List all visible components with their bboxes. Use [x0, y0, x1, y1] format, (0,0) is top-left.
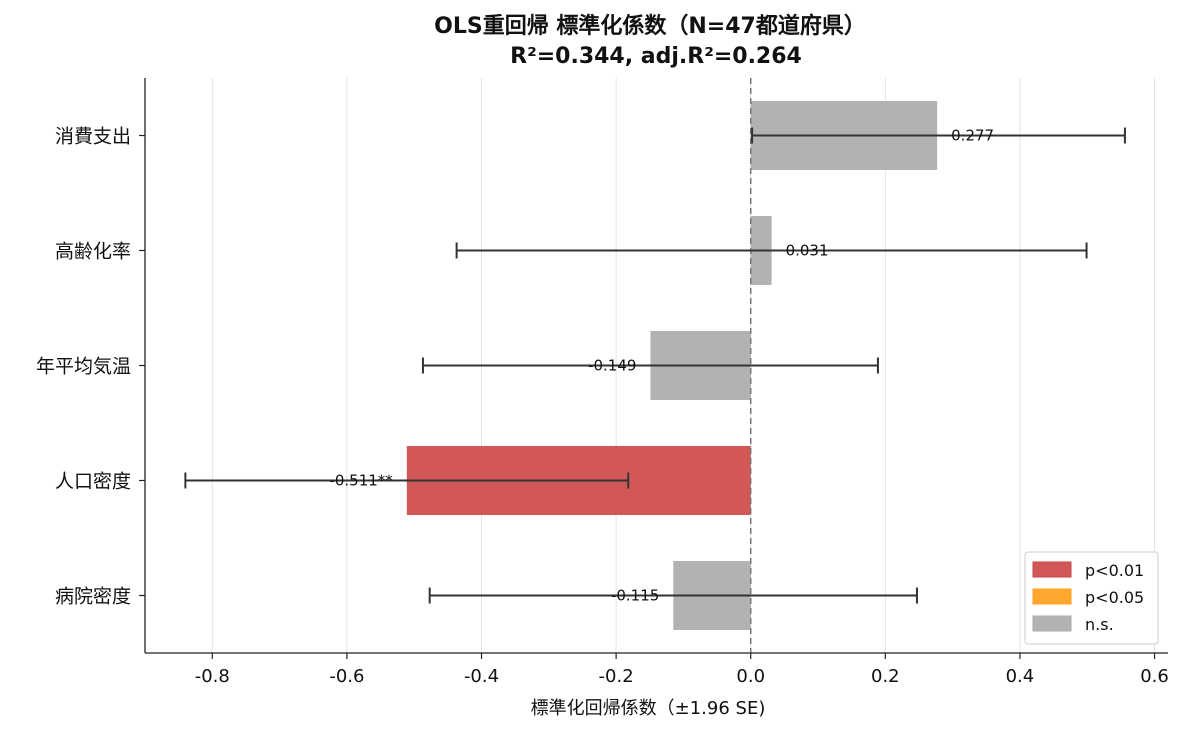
chart-title: OLS重回帰 標準化係数（N=47都道府県）: [434, 13, 866, 39]
x-axis-label: 標準化回帰係数（±1.96 SE): [531, 698, 766, 719]
y-tick-label: 年平均気温: [36, 356, 131, 378]
value-label: -0.511**: [329, 472, 393, 490]
y-tick-label: 消費支出: [55, 126, 131, 148]
label-layer: 0.277 0.031 -0.149 -0.511** -0.115: [329, 127, 994, 605]
value-label: 0.031: [786, 242, 829, 260]
legend-swatch: [1032, 615, 1072, 632]
value-label: -0.149: [588, 357, 636, 375]
chart-subtitle: R²=0.344, adj.R²=0.264: [510, 44, 802, 69]
axis-layer: -0.8 -0.6 -0.4 -0.2 0.0 0.2 0.4 0.6 消費支出高齢化率年平均気…: [36, 78, 1169, 687]
legend-swatch: [1032, 561, 1072, 578]
x-tick-label: -0.4: [464, 666, 499, 687]
x-tick-label: -0.2: [599, 666, 634, 687]
x-tick-label: -0.8: [195, 666, 230, 687]
legend-label: p<0.05: [1085, 588, 1144, 607]
legend: p<0.01 p<0.05 n.s.: [1024, 551, 1159, 645]
x-tick-label: -0.6: [329, 666, 364, 687]
y-tick-label: 高齢化率: [55, 241, 131, 263]
legend-swatch: [1032, 588, 1072, 605]
x-tick-label: 0.4: [1006, 666, 1035, 687]
value-label: -0.115: [611, 587, 659, 605]
value-label: 0.277: [951, 127, 994, 145]
x-tick-label: 0.2: [871, 666, 900, 687]
legend-label: n.s.: [1085, 615, 1114, 634]
errorbar-layer: [184, 78, 1126, 653]
legend-label: p<0.01: [1085, 561, 1144, 580]
x-tick-label: 0.0: [736, 666, 765, 687]
y-tick-label: 病院密度: [55, 586, 131, 608]
y-tick-label: 人口密度: [55, 471, 131, 493]
x-tick-label: 0.6: [1140, 666, 1169, 687]
